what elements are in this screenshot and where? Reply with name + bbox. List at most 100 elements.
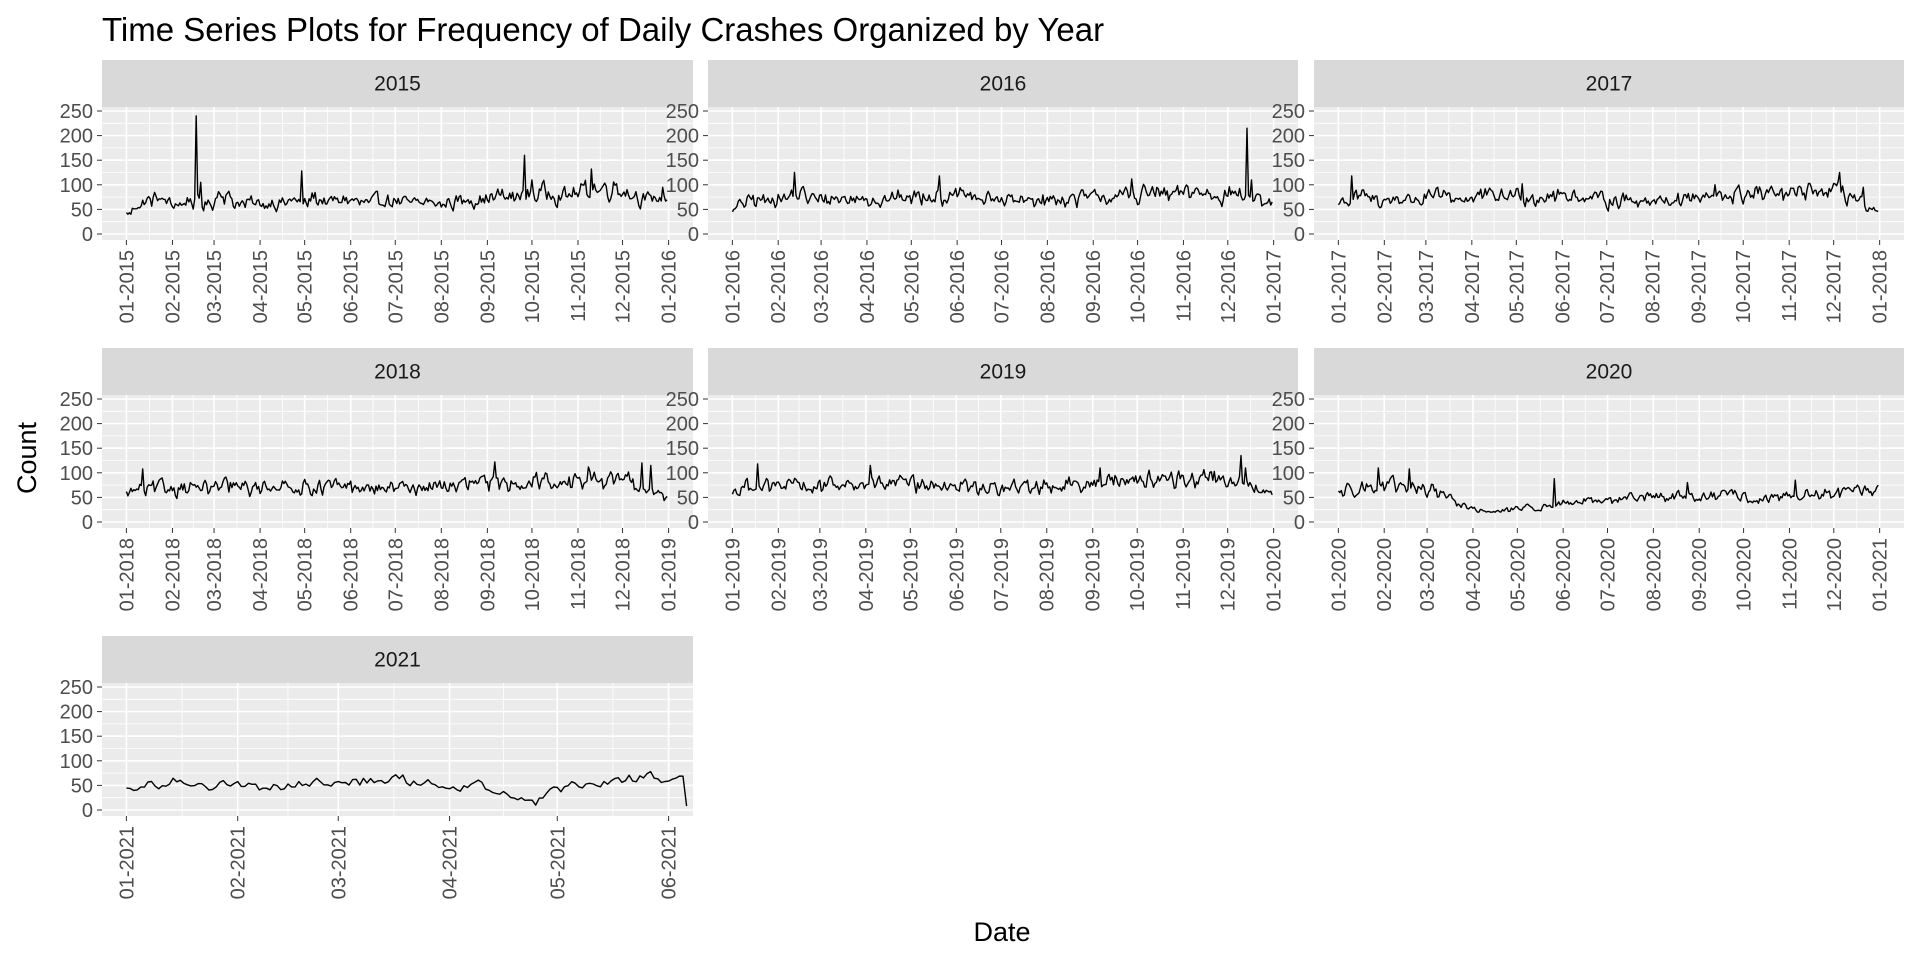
x-tick-label: 06-2017 <box>1552 250 1574 323</box>
x-tick-label: 06-2020 <box>1553 538 1575 611</box>
x-tick-label: 01-2020 <box>1328 538 1350 611</box>
x-tick-label: 04-2016 <box>857 250 879 323</box>
y-tick-label: 100 <box>1272 175 1305 197</box>
facet-strip <box>1314 60 1904 107</box>
y-tick-label: 150 <box>1272 150 1305 172</box>
y-tick-label: 150 <box>60 150 93 172</box>
x-tick-label: 09-2015 <box>477 250 499 323</box>
series-line <box>1337 171 1879 213</box>
y-tick-label: 100 <box>666 463 699 485</box>
x-tick-label: 01-2019 <box>659 538 681 611</box>
y-tick-label: 0 <box>1294 512 1305 534</box>
panel-background <box>1314 395 1904 528</box>
x-tick-label: 02-2019 <box>768 538 790 611</box>
x-tick-label: 04-2018 <box>250 538 272 611</box>
y-tick-label: 0 <box>1294 224 1305 246</box>
y-tick-label: 250 <box>666 389 699 411</box>
x-tick-label: 02-2015 <box>162 250 184 323</box>
panel-background <box>102 107 693 240</box>
y-tick-label: 50 <box>71 487 93 509</box>
series-line <box>125 115 668 215</box>
x-tick-label: 06-2021 <box>659 826 681 899</box>
x-tick-label: 08-2018 <box>431 538 453 611</box>
x-tick-label: 12-2017 <box>1824 250 1846 323</box>
x-tick-label: 02-2020 <box>1374 538 1396 611</box>
y-tick-label: 0 <box>82 224 93 246</box>
panel-background <box>102 683 693 816</box>
x-tick-label: 02-2018 <box>162 538 184 611</box>
x-tick-label: 10-2017 <box>1733 250 1755 323</box>
x-tick-label: 09-2019 <box>1083 538 1105 611</box>
x-tick-label: 10-2019 <box>1127 538 1149 611</box>
y-tick-label: 250 <box>666 101 699 123</box>
facet-strip-label: 2017 <box>1586 73 1633 96</box>
y-tick-label: 50 <box>677 199 699 221</box>
panel-background <box>708 107 1298 240</box>
x-tick-label: 11-2018 <box>568 538 590 610</box>
x-tick-label: 03-2015 <box>204 250 226 323</box>
x-tick-label: 12-2020 <box>1824 538 1846 611</box>
x-tick-label: 05-2020 <box>1507 538 1529 611</box>
x-tick-label: 01-2020 <box>1264 538 1286 611</box>
x-tick-label: 08-2019 <box>1037 538 1059 611</box>
x-tick-label: 02-2021 <box>228 826 250 899</box>
x-tick-label: 07-2020 <box>1598 538 1620 611</box>
y-tick-label: 150 <box>666 150 699 172</box>
y-tick-label: 50 <box>1283 487 1305 509</box>
x-tick-label: 09-2020 <box>1689 538 1711 611</box>
x-tick-label: 03-2021 <box>328 826 350 899</box>
x-tick-label: 11-2015 <box>568 250 590 322</box>
x-tick-label: 09-2016 <box>1083 250 1105 323</box>
x-tick-label: 04-2015 <box>250 250 272 323</box>
x-tick-label: 01-2021 <box>1870 538 1892 611</box>
x-tick-label: 11-2017 <box>1779 250 1801 322</box>
y-tick-label: 50 <box>71 199 93 221</box>
y-tick-label: 250 <box>1272 101 1305 123</box>
y-tick-label: 0 <box>688 512 699 534</box>
y-tick-label: 200 <box>60 702 93 724</box>
x-tick-label: 05-2017 <box>1506 250 1528 323</box>
x-tick-label: 07-2019 <box>991 538 1013 611</box>
facet-strip <box>708 60 1298 107</box>
x-tick-label: 01-2018 <box>116 538 138 611</box>
y-tick-label: 150 <box>60 726 93 748</box>
x-tick-label: 03-2018 <box>204 538 226 611</box>
y-tick-label: 250 <box>60 677 93 699</box>
x-tick-label: 07-2018 <box>385 538 407 611</box>
facet-strip <box>102 60 693 107</box>
x-tick-label: 06-2019 <box>946 538 968 611</box>
x-tick-label: 06-2015 <box>341 250 363 323</box>
x-tick-label: 06-2016 <box>947 250 969 323</box>
x-tick-label: 05-2018 <box>295 538 317 611</box>
facet-strip <box>708 348 1298 395</box>
x-tick-label: 07-2016 <box>992 250 1014 323</box>
x-tick-label: 12-2018 <box>613 538 635 611</box>
y-tick-label: 200 <box>60 126 93 148</box>
x-tick-label: 07-2017 <box>1597 250 1619 323</box>
y-tick-label: 0 <box>82 512 93 534</box>
x-tick-label: 11-2019 <box>1173 538 1195 610</box>
facet-strip-label: 2019 <box>980 361 1027 384</box>
x-tick-label: 07-2015 <box>385 250 407 323</box>
y-tick-label: 200 <box>666 414 699 436</box>
x-tick-label: 05-2015 <box>295 250 317 323</box>
y-tick-label: 50 <box>71 775 93 797</box>
x-axis-title: Date <box>973 917 1030 947</box>
y-tick-label: 250 <box>60 101 93 123</box>
y-tick-label: 200 <box>60 414 93 436</box>
series-line <box>1337 467 1879 513</box>
x-tick-label: 05-2016 <box>901 250 923 323</box>
y-tick-label: 150 <box>60 438 93 460</box>
y-axis-title: Count <box>12 421 42 494</box>
y-tick-label: 150 <box>1272 438 1305 460</box>
x-tick-label: 01-2019 <box>722 538 744 611</box>
facet-strip-label: 2020 <box>1586 361 1633 384</box>
panel-background <box>102 395 693 528</box>
x-tick-label: 08-2020 <box>1643 538 1665 611</box>
